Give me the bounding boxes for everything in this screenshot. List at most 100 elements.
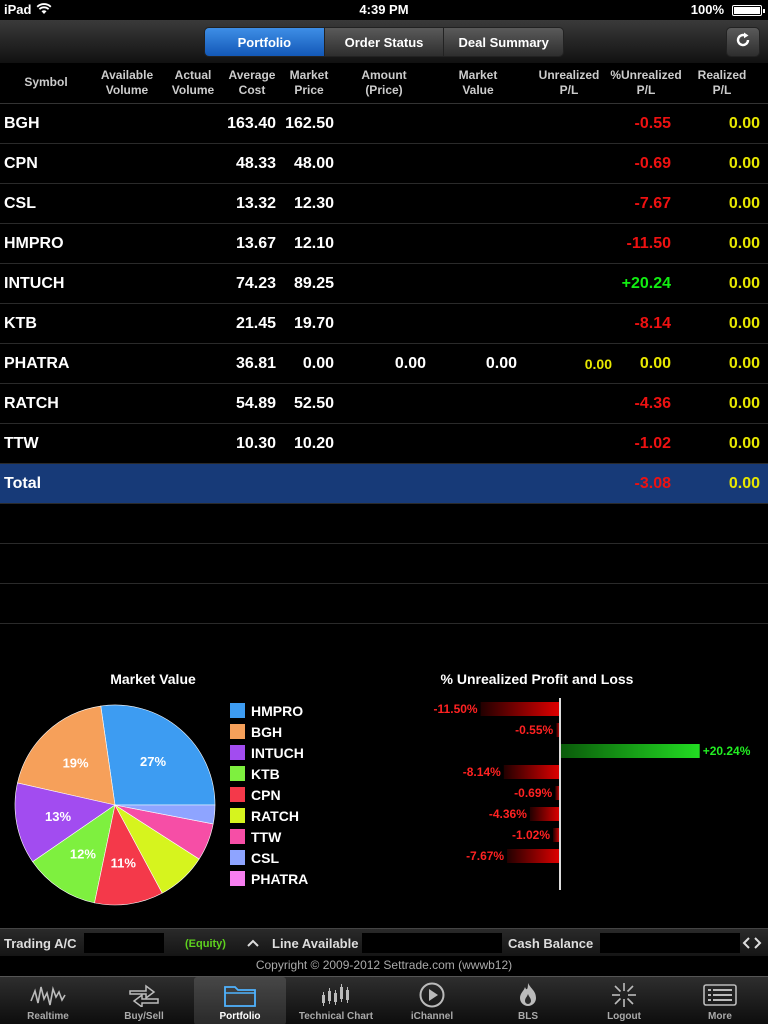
table-row[interactable]: PHATRA 36.81 0.00 0.00 0.00 0.00 0.00 0.… [0,344,768,384]
realized-pl-cell: 0.00 [728,235,760,252]
legend-item: TTW [230,826,308,847]
legend-swatch [230,766,245,781]
average-cost-cell: 13.67 [235,235,276,252]
expand-arrows-icon[interactable] [742,936,762,955]
symbol-cell: TTW [4,435,39,452]
tab-technical-chart[interactable]: Technical Chart [290,977,382,1024]
table-row[interactable]: RATCH 54.89 52.50 -4.36 0.00 [0,384,768,424]
empty-row [0,584,768,624]
legend-label: CSL [251,849,279,866]
tab-portfolio[interactable]: Portfolio [205,28,325,56]
bar-value-label: -11.50% [434,702,478,716]
account-dropdown-icon[interactable] [246,936,260,954]
table-row[interactable]: KTB 21.45 19.70 -8.14 0.00 [0,304,768,344]
header-unrealized-pl: Unrealized P/L [538,68,600,97]
pct-unrealized-pl-cell: -0.55 [634,115,671,132]
table-row[interactable]: HMPRO 13.67 12.10 -11.50 0.00 [0,224,768,264]
legend-item: PHATRA [230,868,308,889]
legend-item: CSL [230,847,308,868]
battery-percent: 100% [690,2,724,17]
average-cost-cell: 36.81 [235,355,276,372]
copyright-text: Copyright © 2009-2012 Settrade.com (wwwb… [255,958,513,972]
buy-sell-arrows-icon [98,981,190,1009]
bar-ttw [553,828,560,842]
empty-row [0,504,768,544]
header-average-cost: Average Cost [228,68,276,97]
nav-bar: Portfolio Order Status Deal Summary [0,20,768,64]
legend-item: INTUCH [230,742,308,763]
battery-icon [732,5,765,16]
total-row: Total -3.08 0.00 [0,464,768,504]
symbol-cell: RATCH [4,395,59,412]
empty-row [0,544,768,584]
bar-value-label: -1.02% [512,828,550,842]
tab-logout[interactable]: Logout [578,977,670,1024]
tab-bls[interactable]: BLS [482,977,574,1024]
table-row[interactable]: TTW 10.30 10.20 -1.02 0.00 [0,424,768,464]
market-price-cell: 162.50 [285,115,334,132]
refresh-button[interactable] [726,27,760,57]
legend-label: TTW [251,828,282,845]
realized-pl-cell: 0.00 [728,275,760,292]
tab-order-status[interactable]: Order Status [324,28,445,56]
realized-pl-cell: 0.00 [728,195,760,212]
symbol-cell: CSL [4,195,36,212]
trading-ac-field[interactable] [84,933,164,953]
market-price-cell: 12.30 [293,195,334,212]
market-price-cell: 52.50 [293,395,334,412]
legend-swatch [230,871,245,886]
tab-portfolio-bottom[interactable]: Portfolio [194,977,286,1024]
cash-balance-label: Cash Balance [508,936,594,951]
realized-pl-cell: 0.00 [728,435,760,452]
average-cost-cell: 48.33 [235,155,276,172]
pct-unrealized-pl-cell: -1.02 [634,435,671,452]
wifi-icon [36,3,52,18]
realized-pl-cell: 0.00 [728,395,760,412]
legend-swatch [230,829,245,844]
market-price-cell: 10.20 [293,435,334,452]
bls-flame-icon [482,981,574,1009]
legend-swatch [230,745,245,760]
pie-slice-intuch [14,782,116,863]
tab-ichannel[interactable]: iChannel [386,977,478,1024]
table-row[interactable]: BGH 163.40 162.50 -0.55 0.00 [0,104,768,144]
table-row[interactable]: CSL 13.32 12.30 -7.67 0.00 [0,184,768,224]
bar-ratch [529,807,560,821]
header-symbol: Symbol [24,75,68,89]
total-label: Total [4,475,42,492]
pct-unrealized-pl-cell: -11.50 [626,235,671,252]
pie-slice-csl [114,804,216,825]
average-cost-cell: 74.23 [235,275,276,292]
bar-value-label: -0.69% [514,786,552,800]
tab-deal-summary[interactable]: Deal Summary [444,28,563,56]
market-value-legend: HMPRO BGH INTUCH KTB CPN RATCH TTW CSL PHATRA [230,700,308,889]
tab-realtime[interactable]: Realtime [2,977,94,1024]
market-value-pie-chart: 27% 19% 13% 12% 11% [14,704,216,906]
pie-slice-label: 11% [111,855,137,870]
market-value-chart-title: Market Value [110,671,196,687]
table-row[interactable]: INTUCH 74.23 89.25 +20.24 0.00 [0,264,768,304]
clock: 4:39 PM [359,2,409,17]
symbol-cell: HMPRO [4,235,64,252]
bar-value-label: -7.67% [466,849,504,863]
more-list-icon [674,981,766,1009]
table-row[interactable]: CPN 48.33 48.00 -0.69 0.00 [0,144,768,184]
market-price-cell: 0.00 [302,355,334,372]
symbol-cell: KTB [4,315,37,332]
tab-more[interactable]: More [674,977,766,1024]
legend-item: BGH [230,721,308,742]
pct-unrealized-pl-cell: +20.24 [621,275,671,292]
legend-label: BGH [251,723,283,740]
bar-ktb [503,765,560,779]
bar-hmpro [480,702,560,716]
legend-swatch [230,808,245,823]
pie-slice-label: 27% [140,754,166,769]
tab-buy-sell[interactable]: Buy/Sell [98,977,190,1024]
symbol-cell: BGH [4,115,40,132]
header-actual-volume: Actual Volume [171,68,215,97]
segmented-control: Portfolio Order Status Deal Summary [204,27,564,57]
pie-slice-label: 13% [45,809,71,824]
device-name: iPad [4,2,32,17]
legend-item: HMPRO [230,700,308,721]
bar-csl [507,849,560,863]
